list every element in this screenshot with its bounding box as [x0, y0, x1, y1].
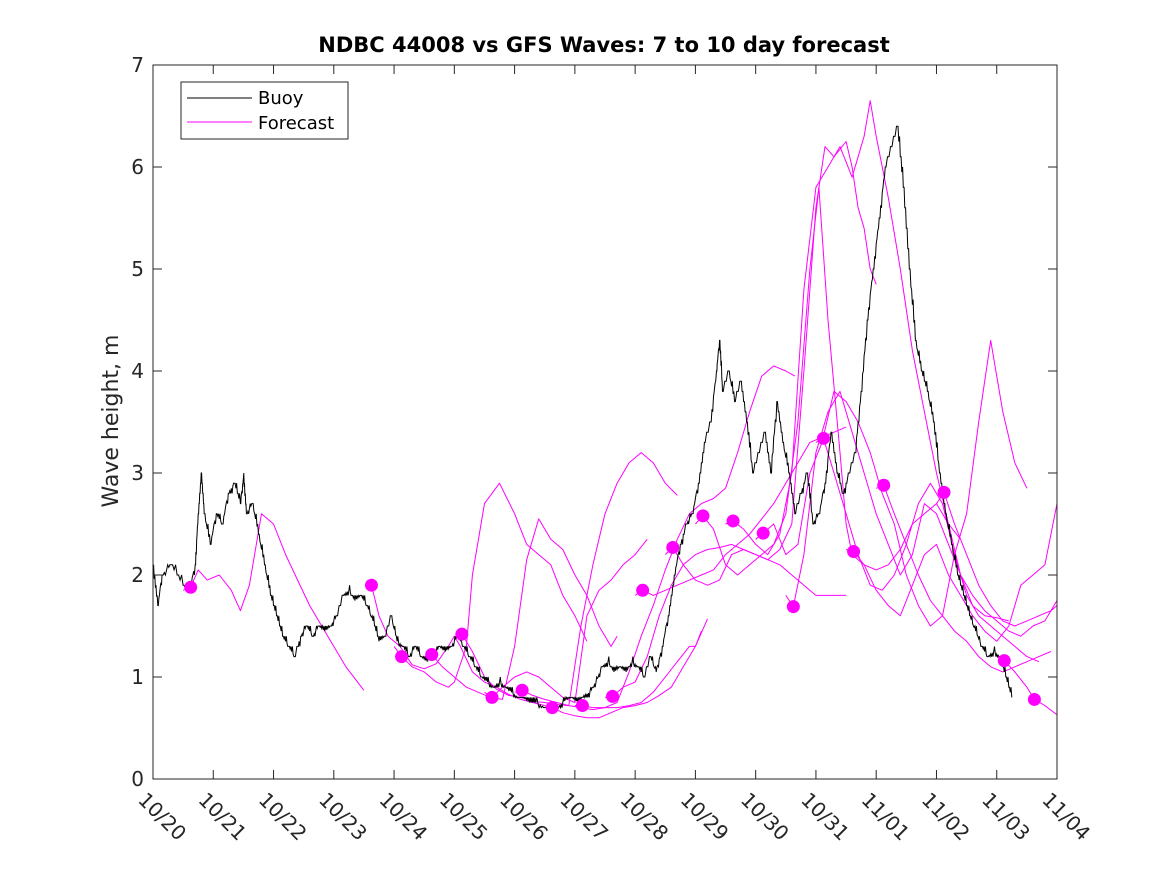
legend-buoy-label: Buoy — [258, 88, 304, 109]
legend-box — [180, 81, 349, 140]
y-tick-label: 6 — [131, 155, 144, 179]
forecast-marker-10 — [636, 583, 650, 597]
chart-title: NDBC 44008 vs GFS Waves: 7 to 10 day for… — [318, 33, 889, 57]
y-tick-label: 2 — [131, 563, 144, 587]
forecast-line-15 — [785, 390, 1057, 637]
legend-forecast-label: Forecast — [258, 113, 334, 134]
forecast-line-16 — [815, 437, 1040, 663]
forecast-line-14 — [755, 339, 1028, 627]
y-axis-label: Wave height, m — [99, 335, 124, 508]
forecast-marker-20 — [997, 654, 1011, 668]
forecast-marker-1 — [364, 578, 378, 592]
plot-frame — [152, 64, 1058, 780]
forecast-line-0 — [182, 513, 365, 691]
forecast-line-5 — [484, 538, 648, 703]
forecast-line-18 — [876, 484, 1052, 673]
forecast-marker-15 — [786, 600, 800, 614]
forecast-marker-0 — [184, 580, 198, 594]
forecast-marker-2 — [395, 650, 409, 664]
forecast-marker-21 — [1027, 692, 1041, 706]
forecast-marker-9 — [606, 689, 620, 703]
forecast-marker-18 — [877, 478, 891, 492]
marker-layer — [184, 431, 1041, 715]
forecast-marker-17 — [847, 545, 861, 559]
forecast-marker-12 — [696, 509, 710, 523]
forecast-marker-3 — [425, 648, 439, 662]
forecast-marker-6 — [515, 683, 529, 697]
y-tick-label: 4 — [131, 359, 144, 383]
forecast-marker-13 — [726, 514, 740, 528]
forecast-line-8 — [574, 630, 702, 709]
forecast-marker-5 — [485, 690, 499, 704]
series-layer — [153, 100, 1057, 719]
y-tick-label: 7 — [131, 53, 144, 77]
forecast-line-3 — [424, 518, 618, 700]
y-tick-label: 3 — [131, 461, 144, 485]
forecast-marker-8 — [575, 699, 589, 713]
forecast-marker-4 — [455, 627, 469, 641]
buoy-line — [153, 125, 1013, 710]
forecast-marker-19 — [937, 485, 951, 499]
forecast-marker-11 — [666, 540, 680, 554]
forecast-marker-14 — [756, 526, 770, 540]
y-tick-label: 0 — [131, 767, 144, 791]
forecast-line-19 — [936, 491, 1057, 627]
forecast-line-6 — [514, 365, 796, 711]
forecast-line-17 — [845, 503, 1057, 642]
forecast-line-7 — [544, 618, 708, 719]
y-tick-label: 5 — [131, 257, 144, 281]
forecast-line-10 — [634, 426, 847, 596]
forecast-line-2 — [393, 482, 588, 688]
forecast-marker-16 — [816, 431, 830, 445]
legend: Buoy Forecast — [180, 81, 349, 140]
forecast-line-11 — [664, 141, 877, 586]
forecast-marker-7 — [545, 701, 559, 715]
forecast-line-13 — [725, 100, 1009, 622]
y-tick-label: 1 — [131, 665, 144, 689]
